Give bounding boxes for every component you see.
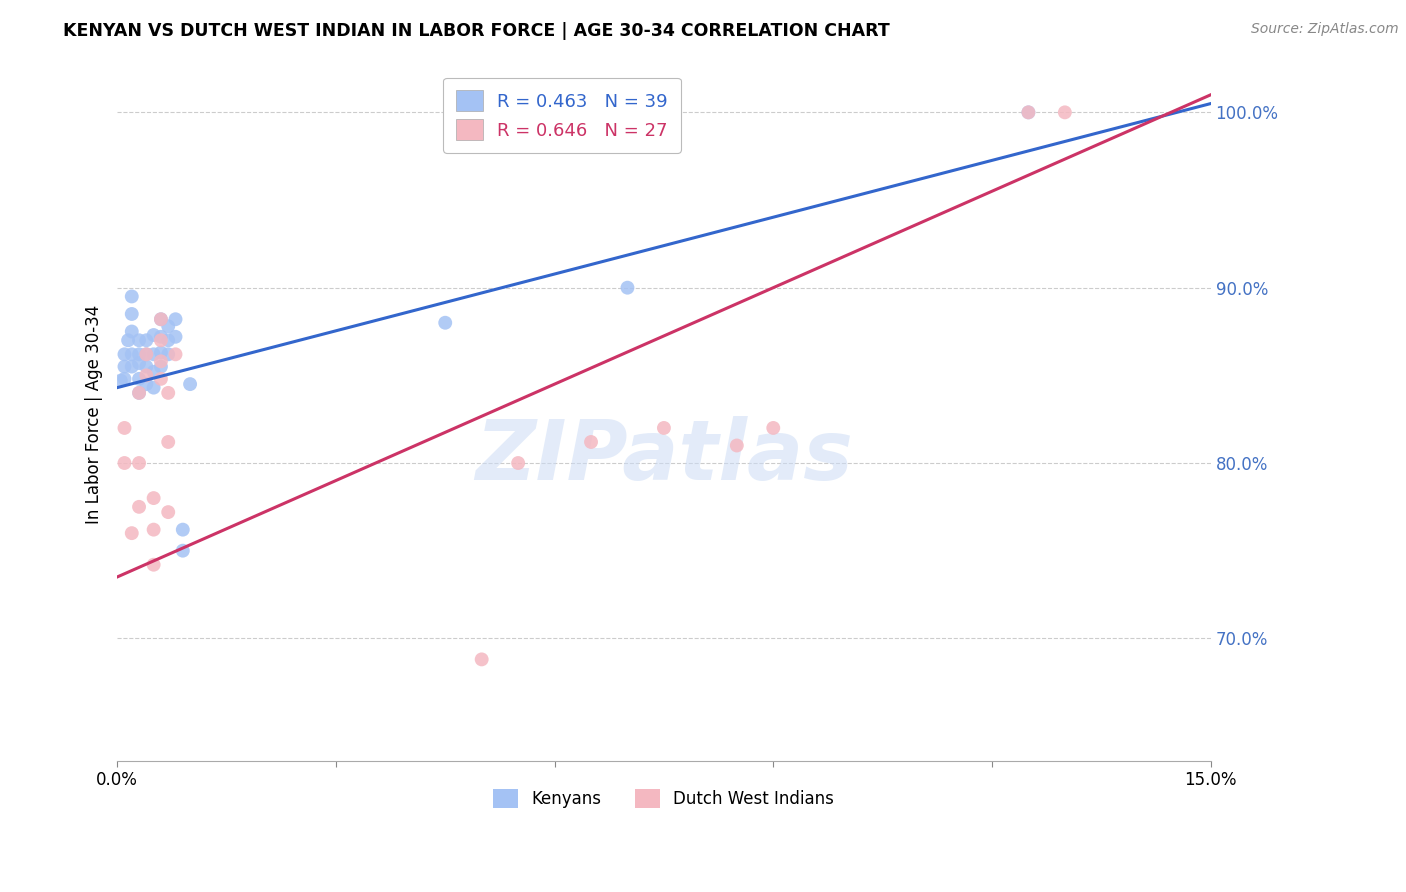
Point: [149, 333, 172, 347]
Point: [149, 312, 172, 326]
Point: [135, 368, 157, 383]
Point: [179, 377, 201, 392]
Point: [142, 347, 165, 361]
Point: [114, 421, 136, 435]
Point: [652, 421, 675, 435]
Point: [121, 325, 143, 339]
Point: [165, 312, 187, 326]
Point: [110, 374, 132, 388]
Point: [142, 491, 165, 505]
Point: [121, 307, 143, 321]
Point: [135, 347, 157, 361]
Point: [1017, 105, 1039, 120]
Point: [135, 347, 157, 361]
Text: KENYAN VS DUTCH WEST INDIAN IN LABOR FORCE | AGE 30-34 CORRELATION CHART: KENYAN VS DUTCH WEST INDIAN IN LABOR FOR…: [63, 22, 890, 40]
Point: [434, 316, 457, 330]
Point: [471, 652, 494, 666]
Point: [128, 333, 150, 347]
Point: [114, 456, 136, 470]
Point: [121, 347, 143, 361]
Point: [157, 505, 180, 519]
Point: [616, 281, 638, 295]
Point: [762, 421, 785, 435]
Text: ZIPatlas: ZIPatlas: [475, 416, 853, 497]
Point: [114, 347, 136, 361]
Point: [135, 333, 157, 347]
Point: [149, 330, 172, 344]
Point: [157, 319, 180, 334]
Point: [172, 523, 194, 537]
Point: [128, 500, 150, 514]
Point: [128, 456, 150, 470]
Point: [121, 289, 143, 303]
Point: [128, 385, 150, 400]
Point: [149, 312, 172, 326]
Point: [142, 328, 165, 343]
Point: [157, 333, 180, 347]
Point: [128, 356, 150, 370]
Point: [142, 381, 165, 395]
Point: [121, 359, 143, 374]
Point: [149, 354, 172, 368]
Point: [117, 333, 139, 347]
Point: [142, 558, 165, 572]
Point: [149, 345, 172, 359]
Point: [508, 456, 530, 470]
Point: [121, 526, 143, 541]
Point: [165, 347, 187, 361]
Point: [1017, 105, 1039, 120]
Point: [128, 372, 150, 386]
Point: [157, 347, 180, 361]
Point: [579, 434, 602, 449]
Point: [456, 105, 478, 120]
Point: [1053, 105, 1076, 120]
Point: [725, 438, 748, 452]
Point: [157, 434, 180, 449]
Point: [157, 385, 180, 400]
Point: [135, 359, 157, 374]
Point: [172, 543, 194, 558]
Point: [149, 372, 172, 386]
Text: Source: ZipAtlas.com: Source: ZipAtlas.com: [1251, 22, 1399, 37]
Point: [165, 330, 187, 344]
Point: [149, 359, 172, 374]
Point: [142, 523, 165, 537]
Point: [135, 377, 157, 392]
Y-axis label: In Labor Force | Age 30-34: In Labor Force | Age 30-34: [86, 305, 103, 524]
Point: [114, 359, 136, 374]
Point: [128, 347, 150, 361]
Point: [142, 365, 165, 379]
Legend: Kenyans, Dutch West Indians: Kenyans, Dutch West Indians: [486, 782, 841, 815]
Point: [114, 372, 136, 386]
Point: [128, 385, 150, 400]
